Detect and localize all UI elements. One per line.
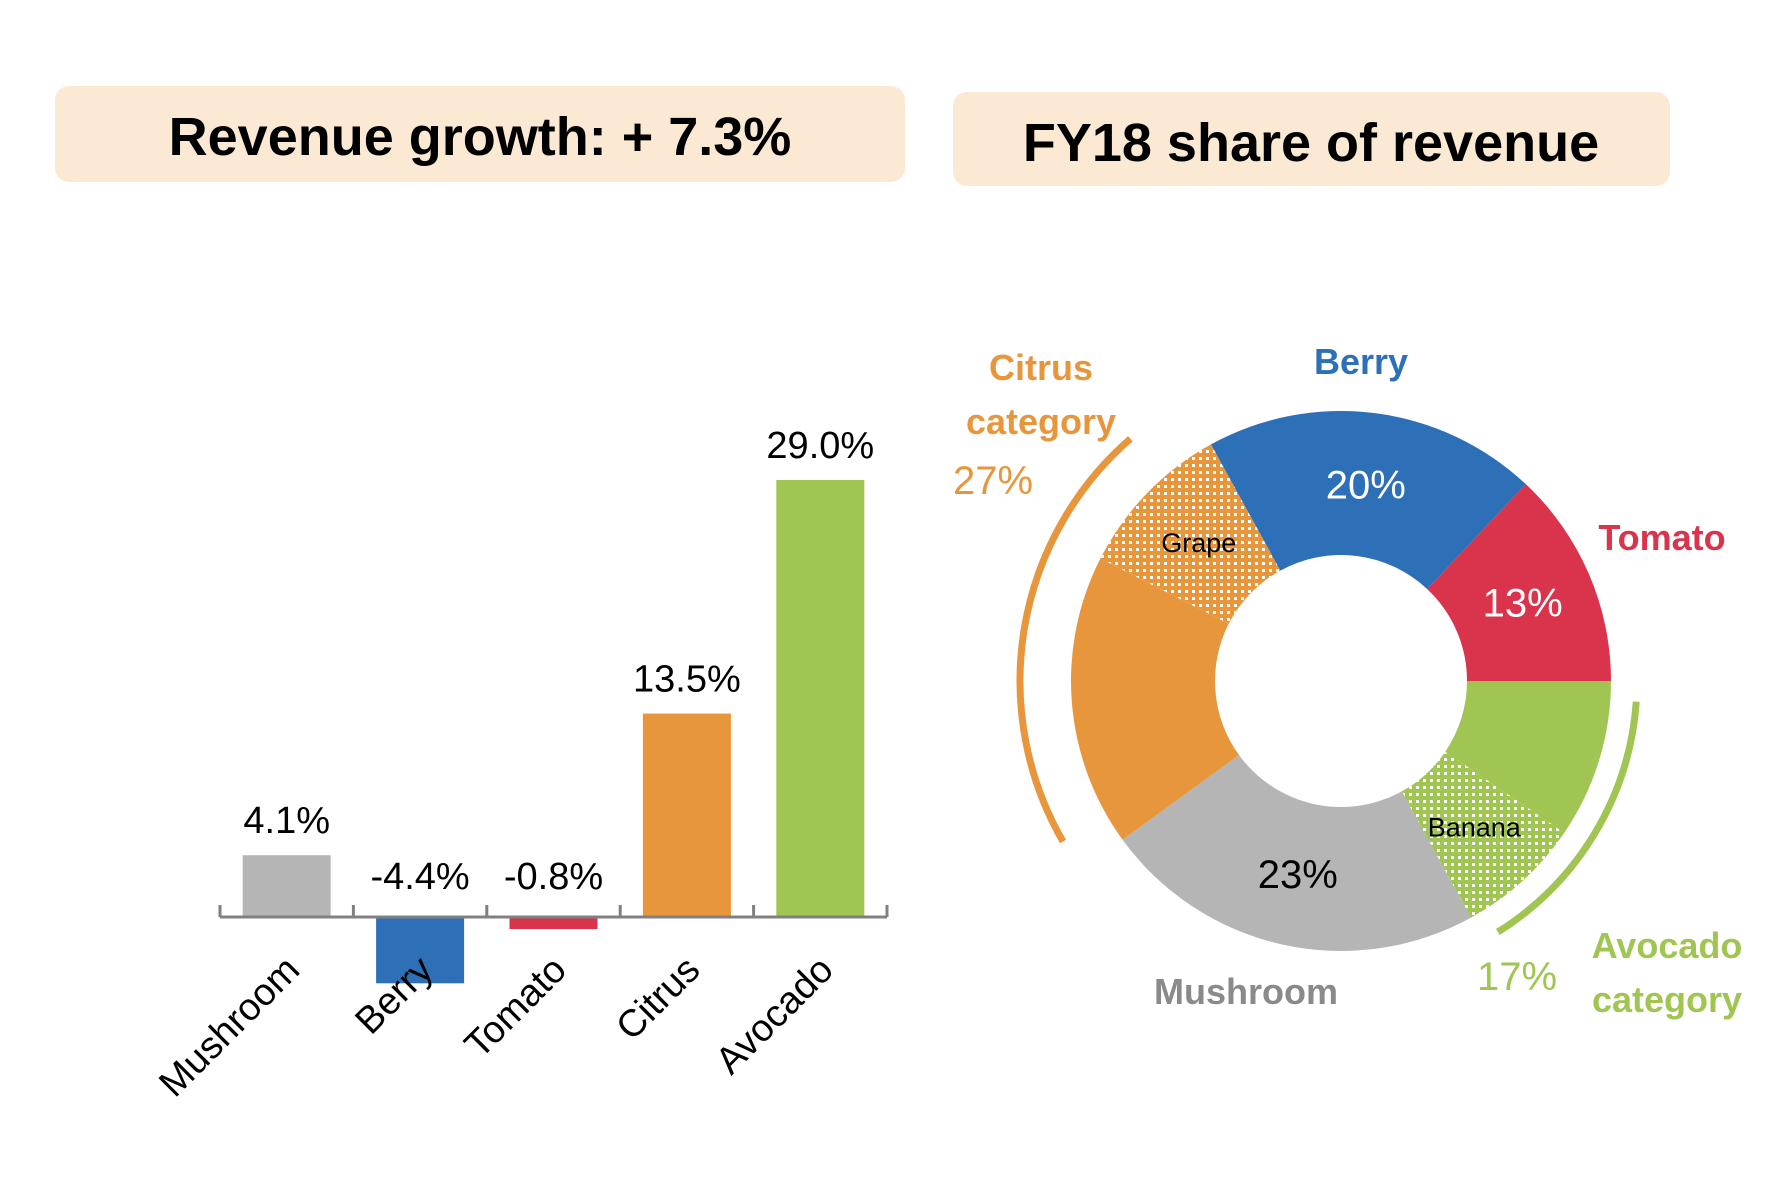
data-label-citrus: 13.5% — [633, 659, 741, 701]
data-label-mushroom: 4.1% — [243, 800, 330, 842]
citrus-category-line1: Citrus — [989, 347, 1093, 388]
x-tick-label-mushroom: Mushroom — [151, 949, 308, 1106]
data-label-tomato: -0.8% — [504, 856, 603, 898]
label-berry: Berry — [1314, 341, 1408, 382]
donut-chart: 20% 13% Banana 23% Grape — [1016, 410, 1640, 951]
donut-slice-banana — [1401, 751, 1565, 918]
data-label-berry: -4.4% — [370, 856, 469, 898]
x-tick-label-citrus: Citrus — [608, 949, 708, 1049]
bar-citrus — [642, 713, 731, 917]
x-tick-label-avocado: Avocado — [708, 949, 842, 1083]
bar-chart: 4.1%Mushroom-4.4%Berry-0.8%Tomato13.5%Ci… — [151, 425, 889, 1106]
slice-label-banana: Banana — [1428, 812, 1522, 842]
avocado-category-value: 17% — [1477, 955, 1557, 999]
bar-chart-title: Revenue growth: + 7.3% — [169, 107, 792, 167]
citrus-category-line2: category — [966, 401, 1116, 442]
donut-chart-title: FY18 share of revenue — [1023, 113, 1599, 173]
citrus-category-bracket — [1016, 436, 1133, 844]
bar-mushroom — [242, 855, 331, 917]
bar-berry — [376, 917, 465, 984]
donut-slice-berry — [1210, 410, 1526, 590]
slice-label-berry: 20% — [1326, 464, 1406, 508]
slice-label-mushroom: 23% — [1258, 853, 1338, 897]
citrus-category-value: 27% — [953, 459, 1033, 503]
donut-slice-citrus — [1071, 558, 1240, 840]
x-tick-label-tomato: Tomato — [457, 949, 575, 1067]
label-mushroom: Mushroom — [1154, 971, 1338, 1012]
avocado-category-bracket — [1496, 701, 1640, 935]
donut-slice-grape — [1100, 444, 1281, 624]
right-header-box — [953, 92, 1670, 186]
donut-slice-avocado — [1445, 681, 1611, 833]
left-header-box — [55, 86, 905, 182]
avocado-category-line1: Avocado — [1592, 925, 1743, 966]
bar-tomato — [509, 917, 598, 930]
slice-label-tomato: 13% — [1483, 581, 1563, 625]
bar-avocado — [776, 479, 865, 917]
donut-slice-mushroom — [1122, 755, 1472, 951]
slice-label-grape: Grape — [1161, 528, 1236, 558]
label-tomato: Tomato — [1598, 517, 1725, 558]
donut-slice-tomato — [1427, 484, 1611, 681]
avocado-category-line2: category — [1592, 979, 1742, 1020]
data-label-avocado: 29.0% — [766, 425, 874, 467]
